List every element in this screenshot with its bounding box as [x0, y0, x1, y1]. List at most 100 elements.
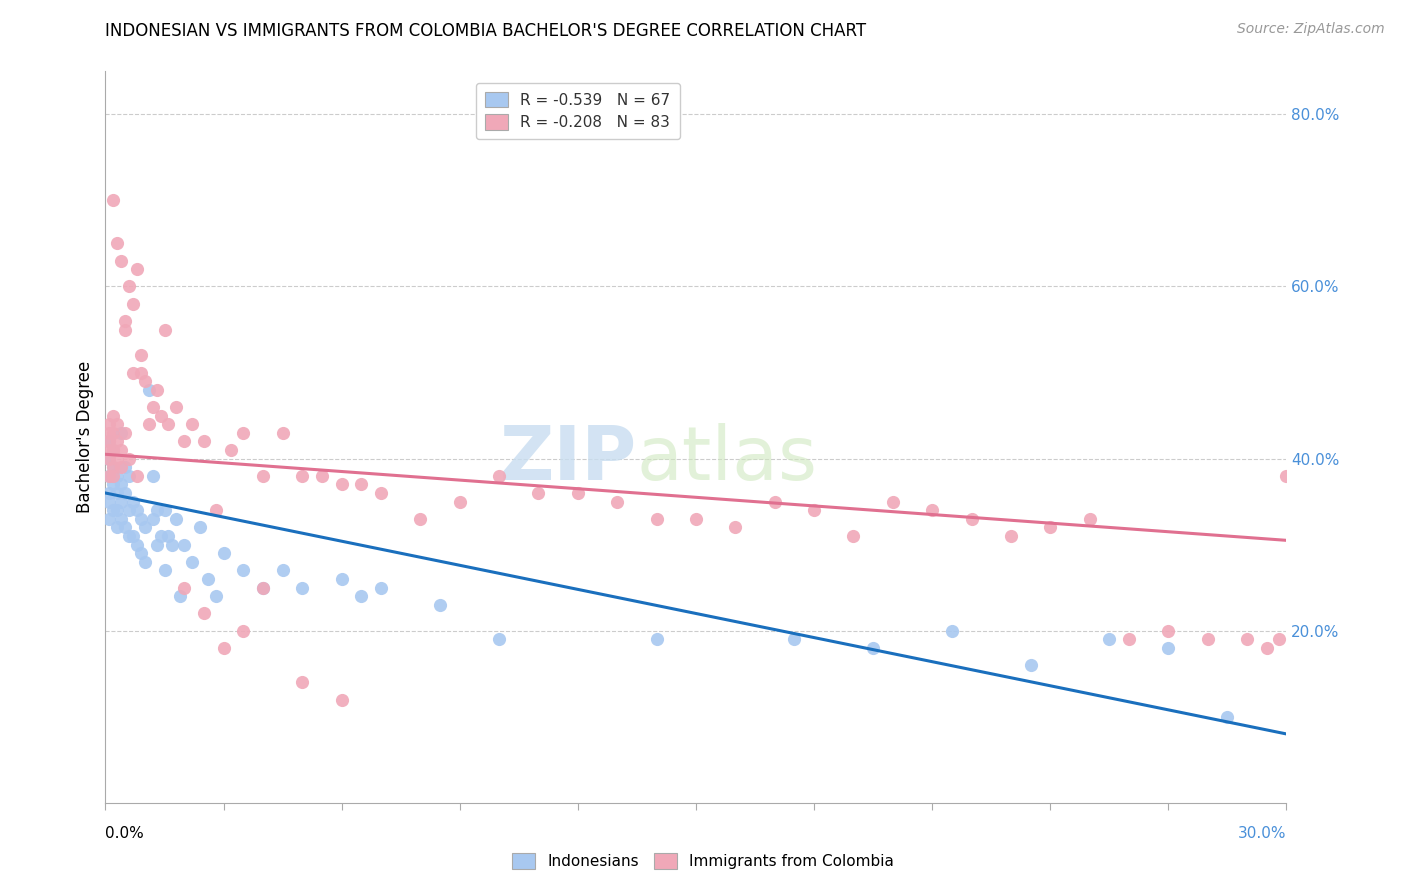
Point	[142, 468, 165, 483]
Point	[645, 632, 668, 647]
Point	[783, 632, 806, 647]
Point	[212, 546, 235, 560]
Point	[118, 451, 141, 466]
Point	[103, 503, 125, 517]
Text: Source: ZipAtlas.com: Source: ZipAtlas.com	[1237, 22, 1385, 37]
Point	[98, 468, 121, 483]
Point	[103, 425, 125, 440]
Point	[125, 468, 148, 483]
Point	[842, 529, 865, 543]
Point	[252, 468, 274, 483]
Point	[129, 366, 152, 380]
Point	[409, 512, 432, 526]
Point	[960, 512, 983, 526]
Point	[114, 322, 136, 336]
Point	[145, 538, 167, 552]
Point	[1216, 710, 1239, 724]
Point	[118, 279, 141, 293]
Point	[118, 529, 141, 543]
Point	[98, 512, 121, 526]
Point	[129, 348, 152, 362]
Point	[221, 442, 243, 457]
Point	[103, 460, 125, 475]
Point	[232, 425, 254, 440]
Point	[1019, 658, 1042, 673]
Point	[724, 520, 747, 534]
Point	[1157, 624, 1180, 638]
Point	[149, 409, 172, 423]
Point	[114, 314, 136, 328]
Point	[449, 494, 471, 508]
Point	[271, 564, 294, 578]
Point	[157, 417, 180, 432]
Point	[114, 486, 136, 500]
Point	[204, 503, 226, 517]
Point	[153, 322, 176, 336]
Point	[1197, 632, 1219, 647]
Point	[110, 425, 132, 440]
Point	[153, 503, 176, 517]
Point	[1267, 632, 1289, 647]
Point	[98, 451, 121, 466]
Point	[138, 417, 160, 432]
Legend: Indonesians, Immigrants from Colombia: Indonesians, Immigrants from Colombia	[506, 847, 900, 875]
Y-axis label: Bachelor's Degree: Bachelor's Degree	[76, 361, 94, 513]
Point	[606, 494, 628, 508]
Point	[763, 494, 786, 508]
Point	[271, 425, 294, 440]
Point	[145, 383, 167, 397]
Point	[1098, 632, 1121, 647]
Point	[105, 434, 128, 449]
Text: INDONESIAN VS IMMIGRANTS FROM COLOMBIA BACHELOR'S DEGREE CORRELATION CHART: INDONESIAN VS IMMIGRANTS FROM COLOMBIA B…	[105, 22, 866, 40]
Point	[169, 589, 191, 603]
Point	[134, 520, 156, 534]
Point	[125, 503, 148, 517]
Point	[165, 512, 187, 526]
Point	[212, 640, 235, 655]
Point	[188, 520, 211, 534]
Point	[149, 529, 172, 543]
Point	[110, 512, 132, 526]
Point	[181, 555, 204, 569]
Point	[110, 442, 132, 457]
Point	[488, 632, 510, 647]
Point	[105, 468, 128, 483]
Point	[105, 417, 128, 432]
Point	[882, 494, 904, 508]
Point	[330, 572, 353, 586]
Point	[291, 675, 314, 690]
Point	[941, 624, 963, 638]
Point	[103, 477, 125, 491]
Point	[98, 468, 121, 483]
Point	[1039, 520, 1062, 534]
Text: ZIP: ZIP	[499, 423, 637, 496]
Point	[98, 451, 121, 466]
Point	[145, 503, 167, 517]
Point	[142, 512, 165, 526]
Point	[110, 253, 132, 268]
Point	[105, 486, 128, 500]
Point	[232, 624, 254, 638]
Point	[142, 400, 165, 414]
Point	[429, 598, 451, 612]
Point	[122, 529, 145, 543]
Point	[252, 581, 274, 595]
Point	[370, 486, 392, 500]
Point	[105, 503, 128, 517]
Point	[110, 477, 132, 491]
Point	[291, 581, 314, 595]
Point	[1256, 640, 1278, 655]
Point	[103, 442, 125, 457]
Point	[103, 460, 125, 475]
Point	[350, 589, 373, 603]
Point	[153, 564, 176, 578]
Point	[803, 503, 825, 517]
Point	[134, 374, 156, 388]
Point	[118, 503, 141, 517]
Point	[110, 494, 132, 508]
Text: 30.0%: 30.0%	[1239, 827, 1286, 841]
Point	[181, 417, 204, 432]
Point	[98, 417, 121, 432]
Point	[98, 494, 121, 508]
Point	[567, 486, 589, 500]
